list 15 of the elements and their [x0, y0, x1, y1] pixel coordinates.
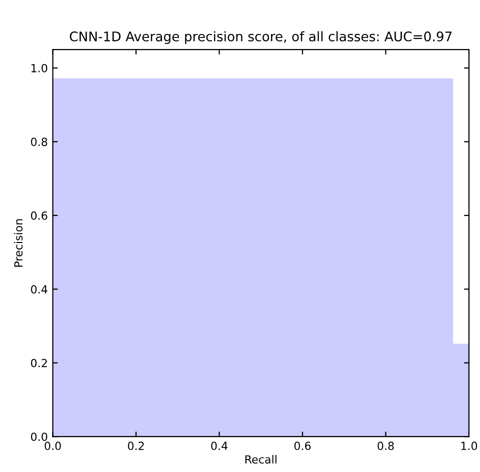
- x-tick-label: 1.0: [461, 442, 478, 450]
- y-tick-label: 0.0: [31, 432, 48, 441]
- x-axis-title: Recall: [245, 454, 276, 464]
- y-tick-label: 1.0: [31, 64, 48, 72]
- y-tick-label: 0.4: [31, 285, 48, 294]
- x-tick-label: 0.0: [44, 442, 61, 450]
- y-tick-label: 0.6: [31, 211, 48, 220]
- y-axis-title: Precision: [14, 219, 23, 267]
- x-tick-label: 0.8: [378, 442, 394, 450]
- x-tick-label: 0.2: [128, 442, 144, 450]
- x-tick-label: 0.6: [294, 442, 311, 450]
- x-tick-label: 0.4: [211, 442, 228, 450]
- y-tick-label: 0.2: [31, 358, 47, 368]
- y-tick-label: 0.8: [31, 138, 48, 146]
- chart-title: CNN-1D Average precision score, of all classes: AUC=0.97: [70, 31, 452, 44]
